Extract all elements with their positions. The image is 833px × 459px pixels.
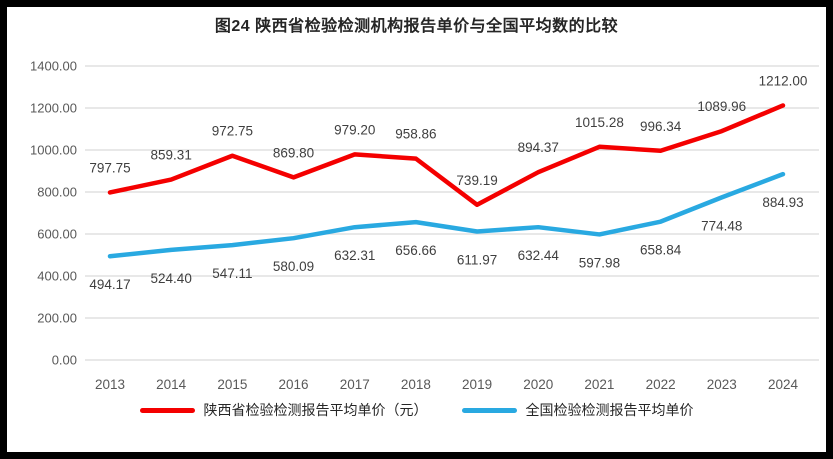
data-point-label-series-1: 524.40 — [151, 271, 192, 286]
y-axis-tick-label: 0.00 — [52, 353, 77, 368]
y-axis-tick-label: 1400.00 — [30, 59, 77, 74]
data-point-label-series-0: 869.80 — [273, 145, 314, 160]
series-line-1 — [107, 171, 786, 259]
data-point-label-series-1: 494.17 — [89, 277, 130, 292]
x-axis-tick-label: 2015 — [217, 377, 247, 392]
data-point-label-series-1: 632.44 — [518, 248, 560, 263]
x-axis-tick-label: 2016 — [279, 377, 309, 392]
data-point-label-series-0: 958.86 — [395, 127, 436, 142]
data-point-label-series-0: 859.31 — [151, 148, 192, 163]
x-axis-tick-label: 2017 — [340, 377, 370, 392]
x-axis-tick-label: 2021 — [584, 377, 614, 392]
data-point-label-series-0: 894.37 — [518, 140, 559, 155]
data-point-label-series-1: 597.98 — [579, 255, 620, 270]
x-axis-tick-label: 2022 — [646, 377, 676, 392]
data-point-label-series-0: 972.75 — [212, 124, 253, 139]
legend-label-shaanxi: 陕西省检验检测报告平均单价（元） — [203, 402, 428, 418]
x-axis-tick-label: 2023 — [707, 377, 737, 392]
y-axis-tick-label: 800.00 — [37, 185, 77, 200]
data-point-label-series-1: 774.48 — [701, 218, 742, 233]
legend-swatch-shaanxi-line — [139, 407, 195, 413]
data-point-label-series-0: 797.75 — [89, 160, 130, 175]
data-point-label-series-1: 658.84 — [640, 243, 682, 258]
data-point-label-series-0: 1015.28 — [575, 115, 624, 130]
chart-title: 图24 陕西省检验检测机构报告单价与全国平均数的比较 — [214, 18, 619, 35]
data-point-label-series-0: 739.19 — [456, 173, 497, 188]
data-point-label-series-1: 884.93 — [762, 195, 803, 210]
legend-label-national: 全国检验检测报告平均单价 — [525, 402, 694, 418]
legend-item-shaanxi: 陕西省检验检测报告平均单价（元） — [139, 400, 428, 420]
x-axis-tick-label: 2024 — [768, 377, 799, 392]
x-axis-tick-label: 2018 — [401, 377, 431, 392]
legend-item-national: 全国检验检测报告平均单价 — [461, 400, 694, 420]
data-point-label-series-0: 1089.96 — [697, 99, 746, 114]
legend: 陕西省检验检测报告平均单价（元） 全国检验检测报告平均单价 — [7, 400, 826, 420]
data-point-label-series-0: 1212.00 — [759, 73, 808, 88]
y-axis-tick-label: 200.00 — [37, 311, 77, 326]
data-point-label-series-1: 656.66 — [395, 243, 436, 258]
data-point-label-series-1: 580.09 — [273, 259, 314, 274]
x-axis-tick-label: 2014 — [156, 377, 187, 392]
x-axis-tick-label: 2019 — [462, 377, 492, 392]
data-point-label-series-1: 632.31 — [334, 248, 375, 263]
data-point-label-series-1: 611.97 — [457, 252, 497, 267]
x-axis-tick-label: 2020 — [523, 377, 553, 392]
y-axis-tick-label: 1200.00 — [30, 101, 77, 116]
data-point-label-series-0: 996.34 — [640, 119, 682, 134]
data-point-label-series-0: 979.20 — [334, 122, 375, 137]
data-point-label-series-1: 547.11 — [212, 266, 252, 281]
legend-swatch-national-line — [461, 407, 517, 413]
y-axis-tick-label: 600.00 — [37, 227, 77, 242]
y-axis-tick-label: 400.00 — [37, 269, 77, 284]
series-line-0 — [107, 103, 786, 208]
x-axis-tick-label: 2013 — [95, 377, 125, 392]
line-chart: 0.00 200.00 400.00 600.00 800.00 1000.00 1200.… — [30, 59, 819, 392]
y-axis-tick-label: 1000.00 — [30, 143, 77, 158]
